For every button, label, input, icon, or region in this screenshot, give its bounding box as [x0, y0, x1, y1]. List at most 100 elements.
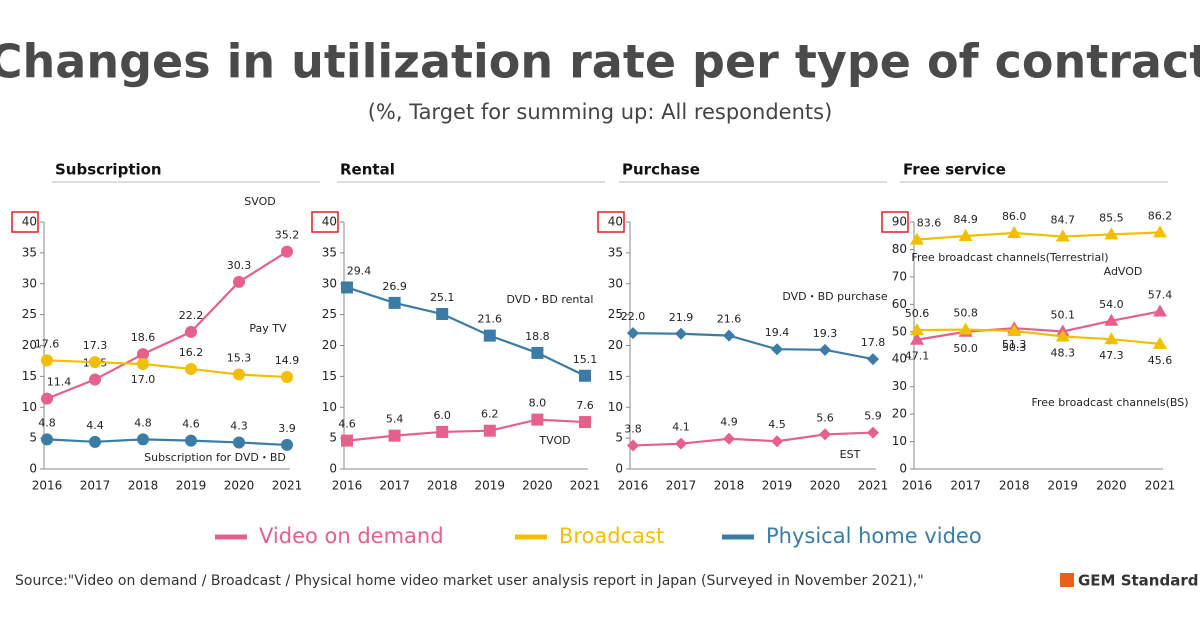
series-line	[346, 418, 586, 442]
logo-icon	[1060, 573, 1074, 587]
marker	[281, 370, 293, 383]
value-label: 19.4	[765, 326, 790, 339]
series-line	[916, 328, 1161, 345]
x-tick-label: 2019	[1048, 479, 1079, 493]
marker	[771, 343, 783, 356]
y-tick-label: 20	[322, 338, 337, 352]
y-tick-label: 30	[22, 276, 37, 290]
value-label: 50.1	[1051, 309, 1076, 322]
value-label: 83.6	[917, 217, 942, 230]
value-label: 50.0	[953, 342, 978, 355]
legend-label: Physical home video	[766, 524, 982, 548]
x-tick-label: 2016	[32, 479, 63, 493]
value-label: 4.6	[338, 418, 356, 431]
marker	[1104, 227, 1119, 240]
value-label: 21.9	[669, 311, 694, 324]
series-line	[632, 431, 874, 447]
marker	[723, 329, 735, 342]
marker	[771, 435, 783, 448]
value-label: 16.2	[179, 346, 204, 359]
subtitle: (%, Target for summing up: All responden…	[368, 100, 833, 124]
value-label: 18.8	[525, 330, 550, 343]
series-name: DVD・BD rental	[507, 293, 594, 306]
x-tick-label: 2017	[666, 479, 697, 493]
value-label: 35.2	[275, 229, 300, 242]
x-tick-label: 2016	[332, 479, 363, 493]
marker	[579, 416, 591, 429]
series-name: EST	[840, 448, 861, 461]
value-label: 50.3	[1002, 341, 1027, 354]
value-label: 30.3	[227, 259, 252, 272]
x-tick-label: 2018	[999, 479, 1030, 493]
y-tick-label: 0	[329, 462, 337, 476]
value-label: 86.2	[1148, 209, 1173, 222]
marker	[867, 426, 879, 439]
x-tick-label: 2020	[522, 479, 553, 493]
value-label: 4.8	[38, 416, 56, 429]
value-label: 17.6	[35, 337, 60, 350]
marker	[910, 323, 924, 336]
marker	[627, 439, 639, 452]
y-tick-label: 40	[322, 215, 337, 229]
y-tick-label: 15	[22, 369, 37, 383]
marker	[185, 325, 197, 338]
marker	[1104, 313, 1119, 326]
y-tick-label: 5	[29, 431, 37, 445]
value-label: 11.4	[47, 376, 72, 389]
series-name: Subscription for DVD・BD	[144, 451, 286, 464]
marker	[483, 424, 496, 437]
y-tick-label: 50	[892, 324, 907, 338]
x-tick-label: 2021	[272, 479, 303, 493]
legend-label: Broadcast	[559, 524, 664, 548]
value-label: 21.6	[478, 313, 503, 326]
marker	[233, 275, 245, 288]
value-label: 15.1	[573, 353, 598, 366]
series-line	[916, 231, 1161, 241]
panel-title: Subscription	[55, 161, 162, 179]
marker	[1007, 225, 1022, 238]
marker	[137, 433, 149, 446]
x-tick-label: 2021	[858, 479, 889, 493]
value-label: 84.9	[953, 213, 978, 226]
marker	[531, 413, 544, 426]
series-line	[632, 332, 874, 361]
value-label: 19.3	[813, 327, 838, 340]
x-tick-label: 2019	[176, 479, 207, 493]
y-tick-label: 20	[608, 338, 623, 352]
value-label: 4.6	[182, 418, 200, 431]
value-label: 4.3	[230, 419, 248, 432]
value-label: 4.9	[720, 416, 738, 429]
y-tick-label: 25	[22, 307, 37, 321]
marker	[723, 432, 735, 445]
y-tick-label: 40	[892, 352, 907, 366]
value-label: 22.0	[621, 310, 646, 323]
marker	[137, 358, 149, 371]
value-label: 5.9	[864, 410, 882, 423]
marker	[1153, 336, 1167, 349]
y-tick-label: 10	[322, 400, 337, 414]
value-label: 17.3	[83, 339, 108, 352]
y-tick-label: 5	[329, 431, 337, 445]
y-tick-label: 25	[608, 307, 623, 321]
value-label: 45.6	[1148, 354, 1173, 367]
x-tick-label: 2018	[427, 479, 458, 493]
x-tick-label: 2021	[1145, 479, 1176, 493]
marker	[388, 429, 401, 442]
panel-title: Rental	[340, 161, 395, 179]
x-tick-label: 2017	[950, 479, 981, 493]
marker	[910, 332, 924, 345]
marker	[531, 346, 544, 359]
marker	[675, 327, 687, 340]
marker	[910, 232, 924, 245]
x-tick-label: 2020	[224, 479, 255, 493]
value-label: 5.6	[816, 411, 834, 424]
y-tick-label: 35	[22, 245, 37, 259]
series-name: Free broadcast channels(Terrestrial)	[911, 251, 1108, 264]
y-tick-label: 30	[322, 276, 337, 290]
value-label: 54.0	[1099, 298, 1124, 311]
marker	[341, 434, 353, 447]
value-label: 48.3	[1051, 346, 1076, 359]
legend-label: Video on demand	[259, 524, 444, 548]
y-tick-label: 10	[608, 400, 623, 414]
marker	[483, 329, 496, 342]
